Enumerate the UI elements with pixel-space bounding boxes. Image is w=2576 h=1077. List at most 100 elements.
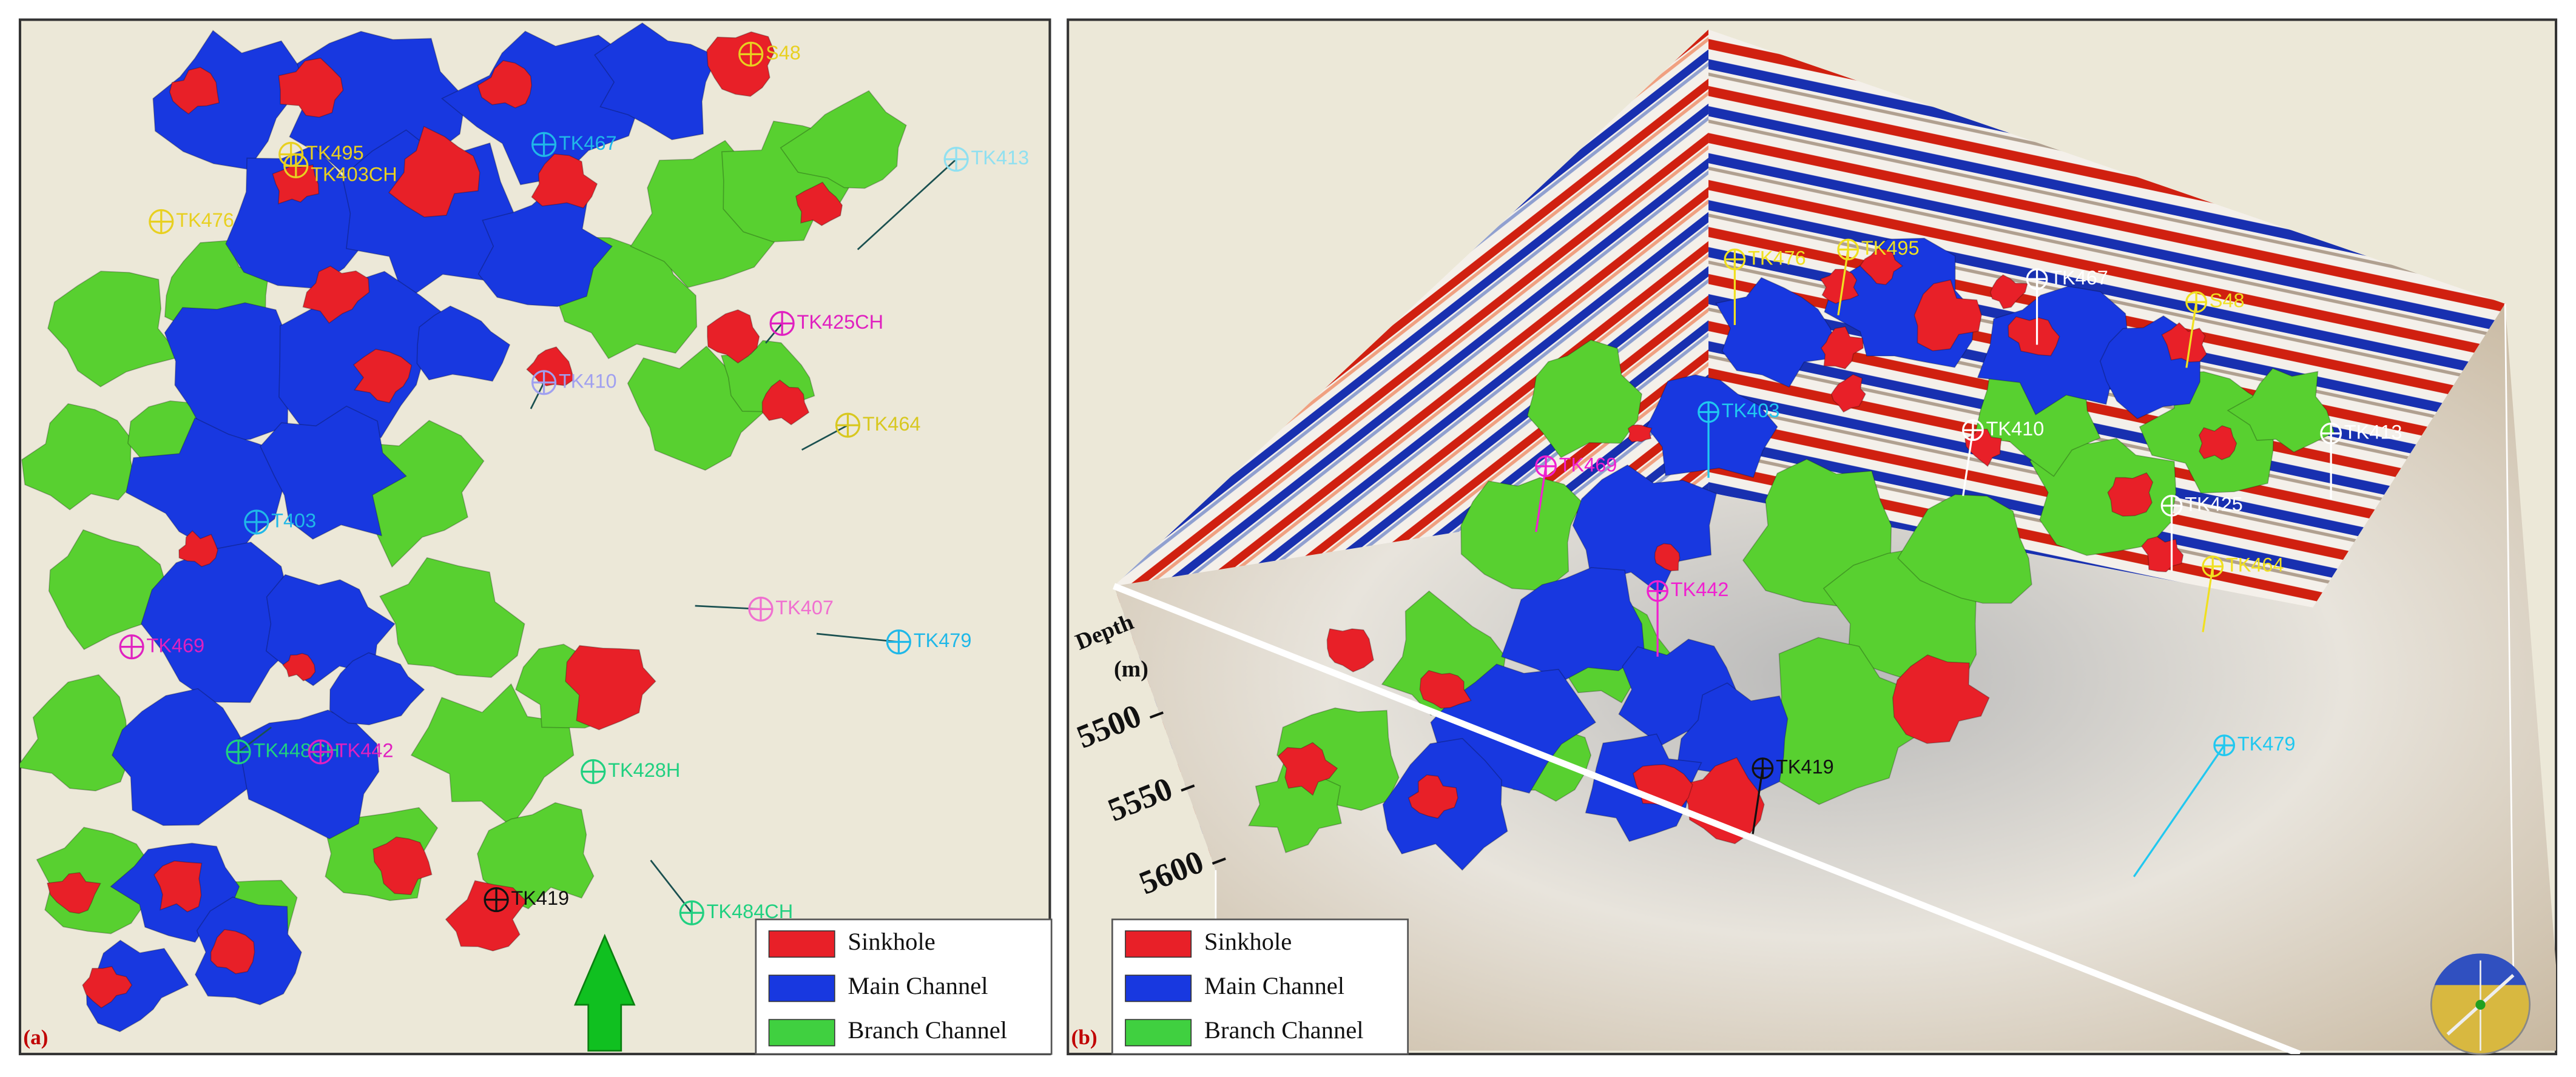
sinkhole	[210, 929, 255, 975]
well-label: TK467	[2050, 267, 2108, 289]
well-trajectory	[765, 323, 783, 344]
main-channel	[140, 542, 303, 703]
sinkhole	[388, 126, 480, 218]
sinkhole	[302, 265, 370, 324]
well-label: TK464	[863, 413, 921, 435]
sinkhole	[1859, 248, 1904, 286]
sinkhole	[1419, 669, 1472, 709]
main-channel	[416, 305, 511, 382]
well-trajectory	[1752, 768, 1764, 834]
legend-label: Main Channel	[848, 972, 988, 999]
well-label: TK419	[511, 887, 569, 909]
well-label: TK403CH	[311, 163, 397, 185]
sinkhole	[445, 880, 527, 951]
sinkhole	[761, 379, 810, 426]
well-label: TK479	[2237, 733, 2296, 755]
north-arrow	[573, 933, 636, 1052]
legend-label: Branch Channel	[1204, 1016, 1364, 1044]
branch-channel	[47, 270, 182, 388]
sinkhole	[565, 645, 656, 731]
main-channel	[1500, 567, 1645, 682]
main-channel	[594, 22, 718, 141]
sinkhole	[1820, 326, 1864, 369]
well-label: S48	[2210, 290, 2245, 312]
well-label: TK410	[559, 370, 617, 392]
well-label: TK425	[2185, 493, 2243, 515]
well-label: TK479	[914, 629, 972, 651]
main-channel	[260, 405, 408, 540]
well-label: TK495	[306, 142, 364, 164]
well-label: TK476	[1748, 247, 1806, 269]
sinkhole	[1654, 543, 1681, 572]
well-trajectory	[1962, 430, 1974, 496]
sinkhole	[153, 860, 203, 913]
branch-channel	[2029, 437, 2177, 556]
channel-bodies	[1247, 238, 2335, 871]
well-label: T403	[271, 510, 316, 532]
branch-channel	[48, 529, 169, 651]
well-label: TK448CH	[253, 740, 340, 762]
sinkhole	[352, 348, 413, 404]
branch-channel	[780, 90, 907, 189]
legend: Sinkhole Main Channel Branch Channel	[755, 918, 1053, 1055]
box-edge	[1113, 583, 2301, 1055]
well-label: TK407	[775, 597, 834, 619]
legend-label: Sinkhole	[1204, 928, 1292, 955]
well-label: TK413	[2344, 421, 2402, 443]
legend-label: Sinkhole	[848, 928, 935, 955]
well-trajectory	[816, 632, 899, 643]
axis-tick	[1181, 784, 1195, 792]
well-label: TK464	[2226, 554, 2284, 576]
main-channel	[1572, 464, 1718, 596]
main-channel	[1676, 682, 1789, 794]
sinkhole	[1964, 428, 2002, 468]
sinkhole	[1892, 654, 1990, 744]
panel-a-map	[19, 22, 907, 1033]
sinkhole	[707, 309, 760, 364]
well-label: TK428H	[608, 759, 680, 781]
panel-b-scene	[1113, 29, 2557, 1055]
well-trajectory	[238, 726, 272, 753]
well-trajectory	[2185, 301, 2197, 368]
well-label: TK419	[1776, 756, 1834, 778]
legend-swatch	[768, 930, 835, 958]
legend-swatch	[1125, 1019, 1192, 1047]
sinkhole	[1913, 279, 1982, 352]
sinkhole	[1989, 274, 2028, 309]
sinkhole	[706, 31, 775, 97]
well-label: TK410	[1986, 418, 2045, 440]
sinkhole	[1830, 374, 1866, 413]
branch-channel	[1526, 339, 1643, 458]
well-label: TK495	[1861, 237, 1920, 259]
branch-channel	[1897, 494, 2032, 604]
branch-channel	[627, 345, 767, 471]
axis-unit: (m)	[1114, 656, 1148, 682]
well-group: TK476 TK495 TK467 S48 TK403 TK410 TK413 TK469 TK…	[1535, 237, 2402, 877]
sinkhole	[2198, 425, 2237, 460]
sinkhole	[1408, 774, 1458, 819]
well-label: TK467	[559, 132, 617, 154]
well-trajectory	[530, 382, 545, 409]
sinkhole	[795, 181, 843, 226]
sinkhole	[373, 836, 433, 896]
sinkhole	[531, 153, 598, 209]
branch-channel	[2227, 367, 2335, 453]
well-trajectory	[2133, 745, 2225, 877]
legend-label: Branch Channel	[848, 1016, 1007, 1044]
main-channel	[1715, 277, 1841, 388]
sinkhole	[1819, 269, 1860, 304]
compass	[2430, 953, 2531, 1055]
legend-swatch	[768, 1019, 835, 1047]
branch-channel	[410, 683, 575, 827]
main-channel	[111, 688, 252, 827]
main-channel	[1646, 374, 1778, 478]
well-label: TK469	[146, 634, 204, 656]
well-trajectory	[1535, 466, 1547, 532]
sinkhole	[178, 530, 218, 568]
sinkhole	[525, 346, 575, 387]
main-channel	[440, 30, 642, 186]
sinkhole	[82, 965, 133, 1009]
sinkhole	[272, 164, 320, 205]
